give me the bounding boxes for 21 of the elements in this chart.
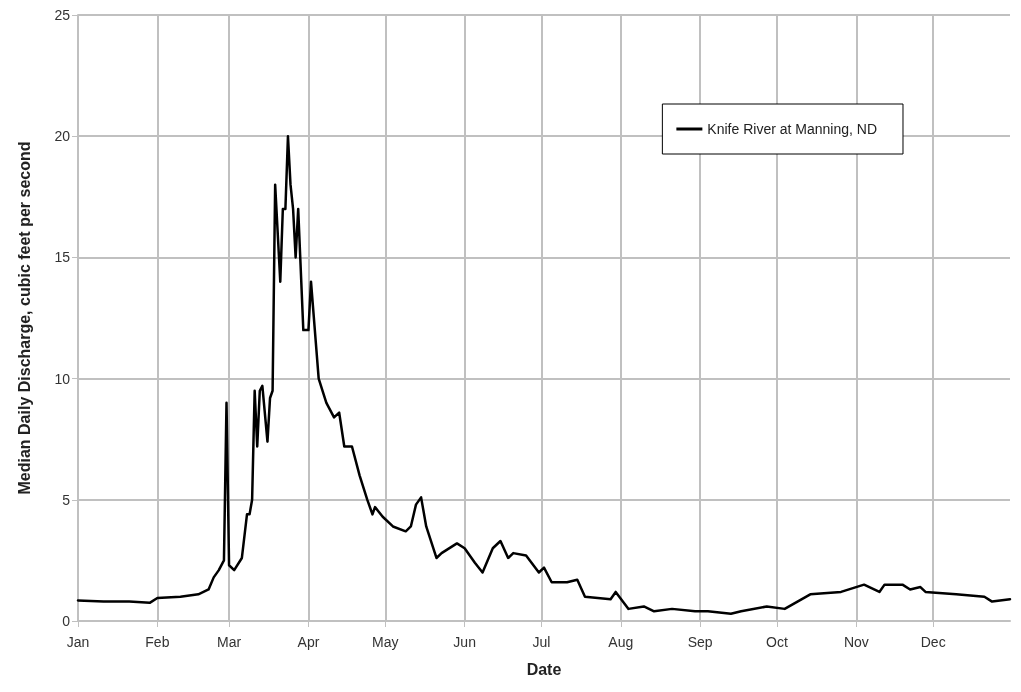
x-tick-label: Jan	[66, 634, 90, 650]
y-axis-title: Median Daily Discharge, cubic feet per second	[15, 141, 33, 495]
y-tick-label: 25	[54, 7, 71, 23]
x-tick-label: Jul	[532, 634, 551, 650]
x-tick-label: Oct	[766, 634, 788, 650]
x-tick-label: Nov	[843, 634, 869, 650]
y-tick-label: 5	[62, 491, 71, 508]
x-tick-label: Aug	[608, 634, 634, 650]
y-tick-label: 0	[62, 613, 71, 629]
legend-label: Knife River at Manning, ND	[707, 121, 878, 137]
x-tick-label: Mar	[217, 634, 242, 650]
x-tick-label: Feb	[145, 634, 170, 650]
y-tick-label: 10	[54, 370, 71, 387]
x-tick-label: May	[372, 634, 399, 650]
x-tick-label: Sep	[687, 634, 713, 650]
x-axis-title: Date	[526, 660, 562, 678]
x-tick-label: Apr	[297, 634, 320, 650]
y-tick-label: 20	[54, 128, 71, 145]
y-tick-label: 15	[54, 249, 71, 266]
x-tick-label: Dec	[920, 634, 946, 650]
x-tick-label: Jun	[453, 634, 476, 650]
